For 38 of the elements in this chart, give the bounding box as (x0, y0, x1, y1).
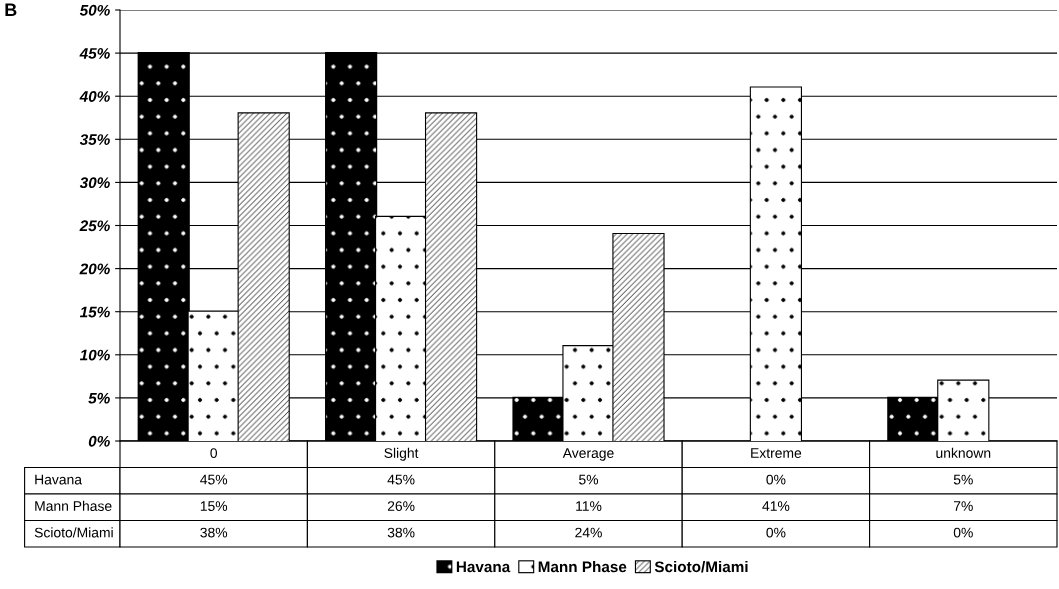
data-label: 38% (200, 527, 228, 538)
x-tick-label: Average (562, 448, 614, 461)
data-label: 5% (579, 474, 599, 485)
y-tick-label: 25% (79, 220, 110, 232)
data-label: 0% (766, 527, 786, 538)
text: B (5, 3, 17, 17)
data-label: 7% (953, 501, 973, 511)
x-tick-label: Slight (384, 447, 419, 461)
data-label: 38% (387, 527, 415, 538)
y-tick-label: 20% (79, 263, 110, 275)
text: Havana (35, 474, 83, 485)
x-tick-label: unknown (936, 447, 991, 458)
y-tick-label: 10% (79, 349, 110, 361)
text: Mann Phase (35, 500, 112, 511)
data-label: 45% (387, 474, 415, 485)
y-tick-label: 5% (88, 392, 110, 404)
data-label: 0% (766, 474, 786, 485)
y-tick-label: 15% (79, 306, 110, 318)
data-label: 15% (200, 501, 228, 511)
x-tick-label: Extreme (751, 448, 802, 458)
data-label: 0% (953, 527, 973, 538)
data-label: 45% (200, 474, 228, 485)
y-tick-label: 0% (88, 435, 110, 447)
y-tick-label: 40% (79, 91, 110, 102)
text: Scioto/Miami (34, 527, 113, 538)
y-tick-label: 50% (79, 4, 110, 16)
data-label: 41% (762, 501, 790, 511)
data-label: 26% (387, 501, 415, 511)
data-label: 24% (575, 527, 602, 538)
legend-label: Havana (456, 561, 511, 573)
legend-label: Mann Phase (538, 561, 627, 573)
data-label: 5% (953, 474, 973, 485)
legend-label: Scioto/Miami (654, 561, 748, 573)
data-label: 11% (576, 501, 602, 511)
y-tick-label: 45% (79, 48, 110, 59)
x-tick-label: 0 (210, 448, 218, 458)
y-tick-label: 30% (79, 177, 110, 189)
y-tick-label: 35% (79, 134, 110, 145)
